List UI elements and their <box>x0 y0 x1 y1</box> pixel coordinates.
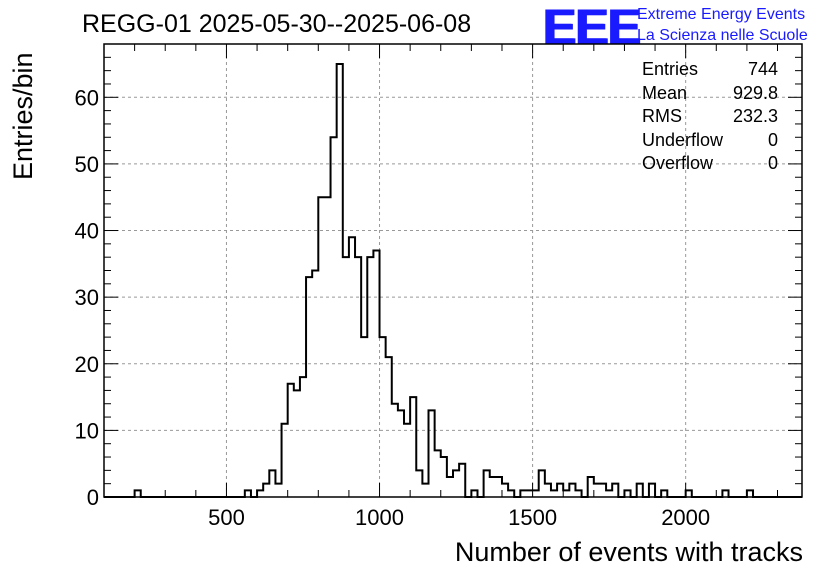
x-tick-label: 1000 <box>355 505 404 530</box>
x-tick-label: 2000 <box>661 505 710 530</box>
stats-row: Overflow 0 <box>642 153 778 177</box>
chart-title: REGG-01 2025-05-30--2025-06-08 <box>82 10 472 38</box>
stats-value: 0 <box>767 129 778 150</box>
y-tick-label: 0 <box>87 485 99 510</box>
histogram-line <box>104 62 802 498</box>
stats-box: Entries 744 Mean 929.8 RMS 232.3 Underflow 0 Ove… <box>642 59 778 177</box>
x-tick-label: 500 <box>208 505 245 530</box>
logo-line-1: Extreme Energy Events <box>637 6 806 23</box>
logo-line-2: La Scienza nelle Scuole <box>637 27 808 44</box>
y-tick-label: 10 <box>75 418 99 443</box>
stats-row: RMS 232.3 <box>642 106 778 130</box>
y-tick-label: 50 <box>75 152 99 177</box>
y-tick-label: 30 <box>75 285 99 310</box>
y-tick-label: 20 <box>75 352 99 377</box>
stats-value: 0 <box>767 153 778 173</box>
stats-value: 232.3 <box>732 106 778 126</box>
y-tick-label: 40 <box>75 219 99 244</box>
stats-value: 744 <box>747 59 778 79</box>
stats-label: Entries <box>642 59 699 79</box>
stats-row: Mean 929.8 <box>642 83 778 107</box>
y-axis-label: Entries/bin <box>8 52 38 180</box>
stats-label: Mean <box>642 82 688 103</box>
x-tick-label: 1500 <box>508 505 557 530</box>
y-tick-label: 60 <box>75 85 99 110</box>
stats-label: RMS <box>642 106 682 126</box>
x-axis-label: Number of events with tracks <box>454 537 803 567</box>
stats-label: Underflow <box>642 129 724 150</box>
tick-labels: 500 1000 1500 2000 0 10 20 30 40 50 60 <box>75 85 711 530</box>
grid <box>104 44 802 497</box>
logo-caption: Extreme Energy Events La Scienza nelle S… <box>637 4 808 46</box>
stats-row: Entries 744 <box>642 59 778 83</box>
stats-row: Underflow 0 <box>642 130 778 154</box>
stats-value: 929.8 <box>732 82 778 103</box>
stats-label: Overflow <box>642 153 714 173</box>
